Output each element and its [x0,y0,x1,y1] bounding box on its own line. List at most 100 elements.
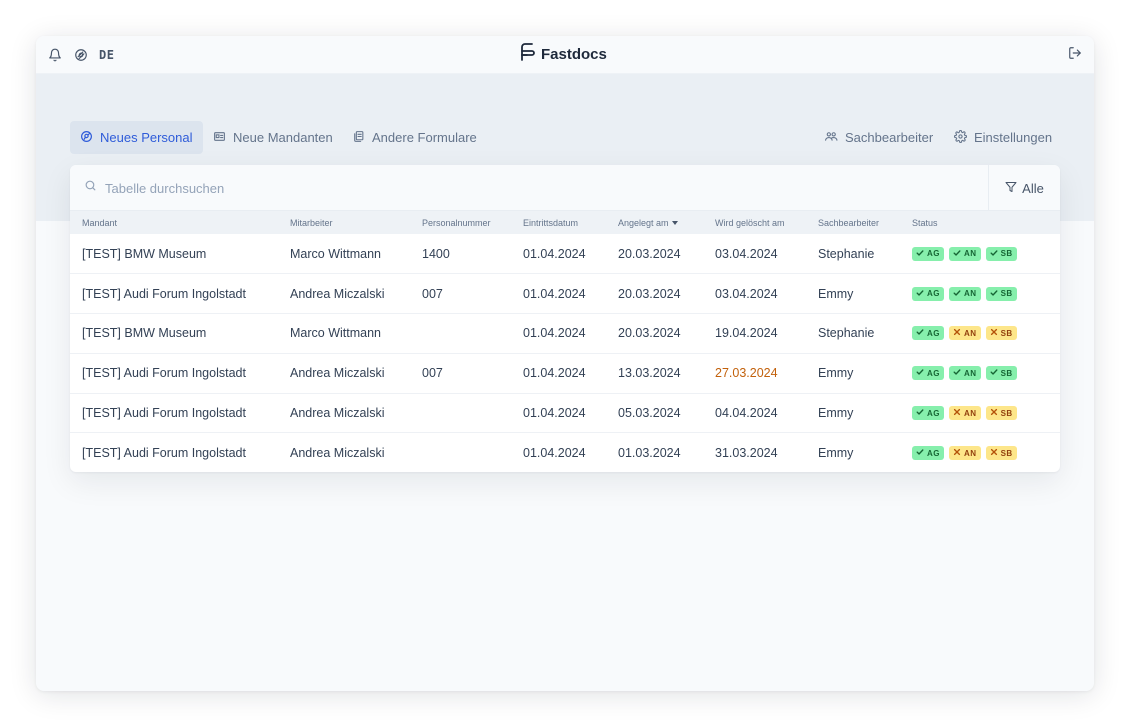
tab-neues-personal[interactable]: Neues Personal [70,121,203,154]
angelegt-cell: 13.03.2024 [618,366,681,381]
status-badge-ag: AG [912,286,944,301]
status-badge-an: AN [949,326,981,341]
sachbearbeiter-cell: Stephanie [818,326,875,341]
status-cell: AG AN SB [900,393,1060,433]
column-header-label: Personalnummer [422,217,491,228]
search-input[interactable] [105,180,905,196]
column-header[interactable]: Status [900,211,1060,234]
status-badges: AG AN SB [912,366,1060,381]
mandant-cell: [TEST] BMW Museum [82,246,207,261]
status-badge-label: AN [964,448,977,458]
search-box[interactable] [84,176,964,200]
mandant-cell: [TEST] BMW Museum [82,326,207,341]
angelegt-cell: 01.03.2024 [618,446,681,461]
table-row[interactable]: [TEST] BMW Museum Marco Wittmann 01.04.202… [70,313,1060,354]
check-icon [916,249,924,259]
check-icon [990,249,998,259]
column-header[interactable]: Wird gelöscht am [703,211,806,234]
status-badge-sb: SB [985,406,1017,421]
x-icon [990,408,998,418]
table-body: [TEST] BMW Museum Marco Wittmann 1400 01.04… [70,234,1060,472]
loeschdatum-cell: 03.04.2024 [715,246,778,261]
status-badge-label: SB [1000,448,1013,458]
nav-sachbearbeiter[interactable]: Sachbearbeiter [814,121,943,154]
mitarbeiter-cell: Andrea Miczalski [290,286,385,301]
check-icon [953,249,961,259]
eintrittsdatum-cell: 01.04.2024 [523,366,586,381]
column-header[interactable]: Mitarbeiter [278,211,410,234]
angelegt-cell: 20.03.2024 [618,246,681,261]
column-header-label: Wird gelöscht am [715,217,785,228]
sachbearbeiter-cell: Emmy [818,446,854,461]
search-icon [84,179,97,197]
fastdocs-logo-icon [519,42,535,66]
mandant-cell: [TEST] Audi Forum Ingolstadt [82,446,246,461]
personalnummer-cell [410,433,511,472]
table-row[interactable]: [TEST] Audi Forum Ingolstadt Andrea Micza… [70,393,1060,433]
nav-einstellungen[interactable]: Einstellungen [944,121,1062,154]
mitarbeiter-cell: Andrea Miczalski [290,446,385,461]
sachbearbeiter-cell: Emmy [818,286,854,301]
documents-icon [352,130,365,146]
check-icon [990,368,998,378]
column-header[interactable]: Angelegt am [606,211,703,234]
brand-name: Fastdocs [541,45,607,63]
status-badge-label: AG [927,448,940,458]
tab-andere-formulare[interactable]: Andere Formulare [342,121,487,154]
status-badge-label: AN [964,289,977,299]
check-icon [916,368,924,378]
column-header-label: Mandant [82,217,118,228]
table-row[interactable]: [TEST] BMW Museum Marco Wittmann 1400 01.04… [70,234,1060,274]
column-header[interactable]: Mandant [70,211,278,234]
status-badges: AG AN SB [912,286,1060,301]
column-header[interactable]: Sachbearbeiter [806,211,900,234]
mandant-cell: [TEST] Audi Forum Ingolstadt [82,286,246,301]
status-badge-label: SB [1000,249,1013,259]
gear-icon [954,129,967,146]
status-badge-label: SB [1000,408,1013,418]
status-badge-label: AG [927,408,940,418]
mandant-cell: [TEST] Audi Forum Ingolstadt [82,406,246,421]
tab-label: Andere Formulare [372,130,477,145]
status-badge-label: SB [1000,328,1013,338]
column-header[interactable]: Eintrittsdatum [511,211,606,234]
palette-icon[interactable] [73,47,89,63]
logout-icon[interactable] [1066,44,1084,62]
table-row[interactable]: [TEST] Audi Forum Ingolstadt Andrea Micza… [70,353,1060,393]
table-row[interactable]: [TEST] Audi Forum Ingolstadt Andrea Micza… [70,273,1060,314]
status-cell: AG AN SB [900,314,1060,354]
column-header-label: Status [912,217,938,228]
eintrittsdatum-cell: 01.04.2024 [523,406,586,421]
filter-button[interactable]: Alle [988,165,1060,211]
column-header-label: Angelegt am [618,217,669,228]
table-toolbar: Alle [70,165,1060,211]
sort-descending-icon[interactable] [671,221,678,226]
status-cell: AG AN SB [900,274,1060,314]
status-badge-label: AN [964,328,977,338]
language-switch[interactable]: DE [99,48,115,62]
status-badge-label: AG [927,289,940,299]
personalnummer-cell: 1400 [422,246,450,261]
status-cell: AG AN SB [900,353,1060,393]
mitarbeiter-cell: Marco Wittmann [290,326,381,341]
status-badge-an: AN [949,246,981,261]
x-icon [953,448,961,458]
status-badges: AG AN SB [912,246,1060,261]
bell-icon[interactable] [47,47,63,63]
table-row[interactable]: [TEST] Audi Forum Ingolstadt Andrea Micza… [70,432,1060,472]
mitarbeiter-cell: Marco Wittmann [290,246,381,261]
column-header[interactable]: Personalnummer [410,211,511,234]
loeschdatum-cell: 04.04.2024 [715,406,778,421]
x-icon [953,328,961,338]
loeschdatum-cell: 27.03.2024 [715,366,778,381]
eintrittsdatum-cell: 01.04.2024 [523,326,586,341]
eintrittsdatum-cell: 01.04.2024 [523,446,586,461]
status-cell: AG AN SB [900,433,1060,472]
status-badge-label: SB [1000,368,1013,378]
user-circle-icon [80,130,93,146]
tab-neue-mandanten[interactable]: Neue Mandanten [203,121,343,154]
angelegt-cell: 05.03.2024 [618,406,681,421]
top-bar: DE Fastdocs [36,36,1094,74]
status-badge-ag: AG [912,446,944,461]
sachbearbeiter-cell: Stephanie [818,246,875,261]
